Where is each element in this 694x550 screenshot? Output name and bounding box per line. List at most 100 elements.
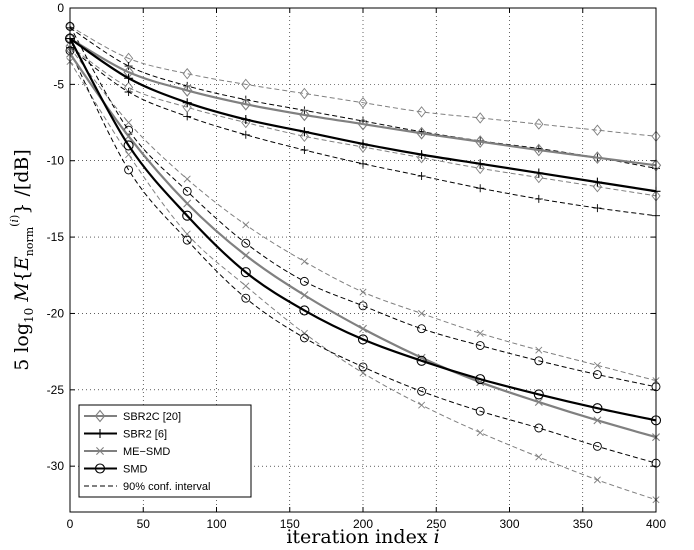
data-point <box>299 305 310 316</box>
data-point <box>242 282 250 290</box>
data-point <box>96 447 104 455</box>
data-point <box>240 267 251 278</box>
data-point <box>124 165 134 175</box>
legend: SBR2C [20] SBR2 [6] ME−SMD SMD 90% conf. int… <box>78 404 252 498</box>
y-tick-label: 0 <box>57 1 64 15</box>
series-sbr2c-20- <box>64 32 662 172</box>
data-point <box>592 180 602 193</box>
data-point <box>241 95 250 104</box>
legend-label: ME−SMD <box>123 446 170 458</box>
data-point <box>534 356 544 366</box>
x-tick-label: 300 <box>499 517 519 531</box>
data-point <box>299 130 309 143</box>
data-point <box>299 276 309 286</box>
x-tick-label: 50 <box>137 517 151 531</box>
series-me-smd <box>66 49 660 442</box>
y-tick-label: -5 <box>53 77 64 91</box>
data-point <box>534 398 543 407</box>
series-smd-lower <box>65 46 661 468</box>
data-point <box>242 221 250 229</box>
y-tick-label: -25 <box>47 383 65 397</box>
data-point <box>359 159 367 168</box>
series-smd-upper <box>65 21 661 392</box>
x-tick-label: 250 <box>426 517 446 531</box>
x-tick-label: 100 <box>206 517 226 531</box>
legend-item: SMD <box>84 463 148 476</box>
series-line <box>69 27 657 169</box>
data-point <box>300 329 308 337</box>
data-point <box>94 463 106 474</box>
legend-item: SBR2 [6] <box>84 429 167 441</box>
y-tick-label: -10 <box>47 154 65 168</box>
data-point <box>418 309 426 317</box>
x-tick-label: 0 <box>67 517 74 531</box>
data-point <box>534 194 543 203</box>
data-point <box>535 453 543 461</box>
data-point <box>475 341 485 350</box>
legend-label: 90% conf. interval <box>123 481 210 493</box>
data-point <box>592 403 603 414</box>
data-point <box>241 130 250 139</box>
data-point <box>357 117 369 131</box>
data-point <box>299 108 310 122</box>
data-point <box>592 441 602 451</box>
series-sbr2-6- <box>65 34 661 196</box>
data-point <box>475 112 485 124</box>
series-line <box>69 47 657 382</box>
data-point <box>182 235 192 245</box>
data-point <box>241 293 251 303</box>
data-point <box>358 96 368 109</box>
axis-ticks: 0 50 100 150 200 250 300 350 400 0 -5 -10 -15 -20 -25 -… <box>47 1 667 531</box>
data-point <box>358 139 368 149</box>
data-point <box>475 406 485 416</box>
x-tick-label: 400 <box>646 517 666 531</box>
data-point <box>182 210 193 221</box>
data-point <box>418 401 426 409</box>
series-line <box>69 26 657 388</box>
data-point <box>125 151 133 159</box>
data-point <box>416 355 427 366</box>
data-point <box>417 386 427 396</box>
data-point <box>535 346 543 354</box>
data-point <box>417 150 427 160</box>
data-point <box>593 416 602 425</box>
data-point <box>125 119 133 127</box>
data-point <box>124 88 133 96</box>
legend-label: SMD <box>123 464 148 476</box>
data-point <box>182 101 192 113</box>
legend-item: 90% conf. interval <box>84 481 210 493</box>
data-point <box>592 124 602 136</box>
data-point <box>359 324 367 333</box>
data-point <box>475 162 485 175</box>
data-point <box>476 429 484 437</box>
grid <box>70 8 656 512</box>
data-point <box>359 369 367 377</box>
series-line <box>69 53 657 439</box>
series-line <box>69 37 657 167</box>
x-tick-label: 150 <box>280 517 300 531</box>
series-layer <box>64 20 662 504</box>
data-point <box>240 97 252 111</box>
data-point <box>592 151 603 165</box>
y-tick-label: -20 <box>47 306 65 320</box>
data-point <box>95 429 105 438</box>
data-point <box>183 112 192 121</box>
data-point <box>183 199 192 208</box>
data-point <box>299 127 309 137</box>
x-axis-label: iteration index i <box>286 526 439 548</box>
data-point <box>592 177 602 187</box>
data-point <box>417 106 427 118</box>
data-point <box>534 423 544 433</box>
data-point <box>476 329 484 337</box>
data-point <box>474 135 486 149</box>
data-point <box>94 409 106 423</box>
legend-label: SBR2C [20] <box>123 411 181 423</box>
data-point <box>417 172 426 180</box>
data-point <box>534 168 544 178</box>
legend-item: SBR2C [20] <box>84 409 181 423</box>
series-smd <box>64 33 662 426</box>
data-point <box>592 370 602 379</box>
data-point <box>534 171 544 184</box>
x-tick-label: 200 <box>353 517 373 531</box>
